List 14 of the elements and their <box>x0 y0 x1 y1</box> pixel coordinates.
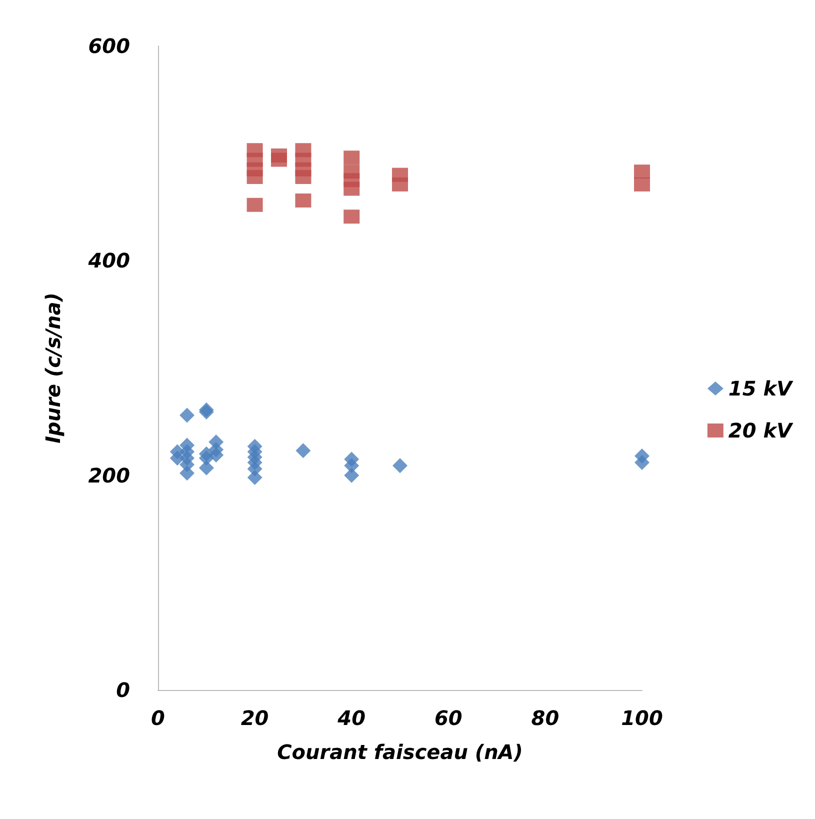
x-axis-title: Courant faisceau (nA) <box>277 740 523 764</box>
y-tick-label: 600 <box>88 34 130 58</box>
x-tick-label: 60 <box>434 706 462 730</box>
x-tick-label: 100 <box>621 706 663 730</box>
y-tick-label: 400 <box>87 248 130 273</box>
legend-label: 15 kV <box>728 376 794 400</box>
x-tick-label: 0 <box>151 706 166 730</box>
y-axis-title: Ipure (c/s/na) <box>41 292 65 444</box>
x-tick-label: 40 <box>336 706 366 730</box>
legend-label: 20 kV <box>728 418 794 442</box>
y-tick-label: 0 <box>116 678 130 702</box>
y-tick-label: 200 <box>88 463 130 488</box>
x-tick-label: 80 <box>531 706 560 730</box>
x-tick-label: 20 <box>240 706 269 730</box>
